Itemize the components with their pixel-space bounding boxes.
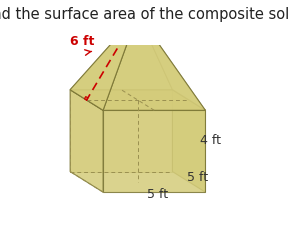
Polygon shape: [70, 90, 205, 110]
Polygon shape: [103, 14, 205, 110]
Text: 5 ft: 5 ft: [147, 188, 168, 201]
Text: 5 ft: 5 ft: [187, 171, 208, 184]
Polygon shape: [70, 90, 173, 172]
Polygon shape: [138, 14, 205, 110]
Polygon shape: [103, 110, 205, 192]
Polygon shape: [173, 90, 205, 192]
Text: Find the surface area of the composite solid.: Find the surface area of the composite s…: [0, 7, 288, 22]
Text: 6 ft: 6 ft: [70, 35, 95, 48]
Polygon shape: [70, 90, 103, 192]
Polygon shape: [70, 14, 138, 110]
Text: 4 ft: 4 ft: [200, 134, 221, 147]
Polygon shape: [70, 14, 173, 90]
